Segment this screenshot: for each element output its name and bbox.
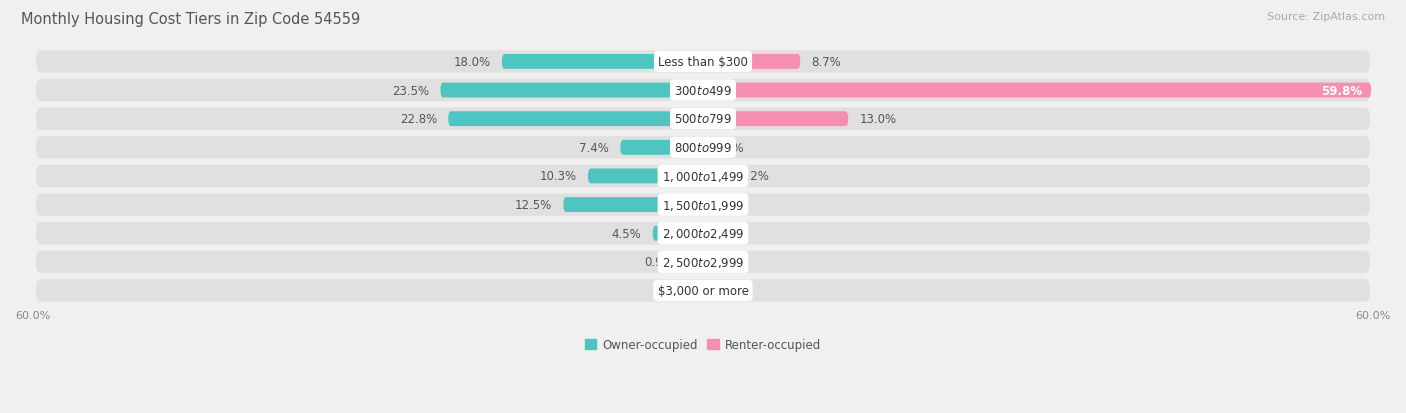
Text: Less than $300: Less than $300 xyxy=(658,56,748,69)
Text: 18.0%: 18.0% xyxy=(454,56,491,69)
FancyBboxPatch shape xyxy=(37,194,1369,216)
FancyBboxPatch shape xyxy=(620,140,703,155)
Text: 0.96%: 0.96% xyxy=(644,256,681,269)
Text: 0.0%: 0.0% xyxy=(714,284,744,297)
FancyBboxPatch shape xyxy=(502,55,703,70)
Text: $2,000 to $2,499: $2,000 to $2,499 xyxy=(662,227,744,241)
FancyBboxPatch shape xyxy=(703,112,848,127)
FancyBboxPatch shape xyxy=(37,280,1369,302)
Text: 0.0%: 0.0% xyxy=(714,256,744,269)
Text: 23.5%: 23.5% xyxy=(392,84,429,97)
Text: $3,000 or more: $3,000 or more xyxy=(658,284,748,297)
FancyBboxPatch shape xyxy=(588,169,703,184)
Text: 0.0%: 0.0% xyxy=(662,284,692,297)
Text: 7.4%: 7.4% xyxy=(579,142,609,154)
Text: $800 to $999: $800 to $999 xyxy=(673,142,733,154)
Text: 0.0%: 0.0% xyxy=(714,142,744,154)
Text: $1,500 to $1,999: $1,500 to $1,999 xyxy=(662,198,744,212)
Text: 2.2%: 2.2% xyxy=(738,170,769,183)
FancyBboxPatch shape xyxy=(37,223,1369,245)
FancyBboxPatch shape xyxy=(652,226,703,241)
Text: 22.8%: 22.8% xyxy=(399,113,437,126)
Legend: Owner-occupied, Renter-occupied: Owner-occupied, Renter-occupied xyxy=(579,333,827,356)
FancyBboxPatch shape xyxy=(37,80,1369,102)
Text: 8.7%: 8.7% xyxy=(811,56,841,69)
FancyBboxPatch shape xyxy=(564,198,703,213)
Text: 4.5%: 4.5% xyxy=(612,227,641,240)
FancyBboxPatch shape xyxy=(37,251,1369,273)
Text: 59.8%: 59.8% xyxy=(1322,84,1362,97)
Text: 10.3%: 10.3% xyxy=(540,170,576,183)
Text: Monthly Housing Cost Tiers in Zip Code 54559: Monthly Housing Cost Tiers in Zip Code 5… xyxy=(21,12,360,27)
FancyBboxPatch shape xyxy=(440,83,703,98)
Text: Source: ZipAtlas.com: Source: ZipAtlas.com xyxy=(1267,12,1385,22)
Text: $1,000 to $1,499: $1,000 to $1,499 xyxy=(662,170,744,183)
Text: 12.5%: 12.5% xyxy=(515,199,553,211)
FancyBboxPatch shape xyxy=(703,83,1371,98)
FancyBboxPatch shape xyxy=(449,112,703,127)
FancyBboxPatch shape xyxy=(703,169,727,184)
FancyBboxPatch shape xyxy=(37,108,1369,131)
FancyBboxPatch shape xyxy=(37,51,1369,74)
Text: 0.0%: 0.0% xyxy=(714,199,744,211)
FancyBboxPatch shape xyxy=(692,255,703,270)
Text: $2,500 to $2,999: $2,500 to $2,999 xyxy=(662,255,744,269)
Text: 13.0%: 13.0% xyxy=(859,113,897,126)
FancyBboxPatch shape xyxy=(37,165,1369,188)
Text: $500 to $799: $500 to $799 xyxy=(673,113,733,126)
Text: $300 to $499: $300 to $499 xyxy=(673,84,733,97)
FancyBboxPatch shape xyxy=(37,137,1369,159)
FancyBboxPatch shape xyxy=(703,55,800,70)
Text: 0.0%: 0.0% xyxy=(714,227,744,240)
